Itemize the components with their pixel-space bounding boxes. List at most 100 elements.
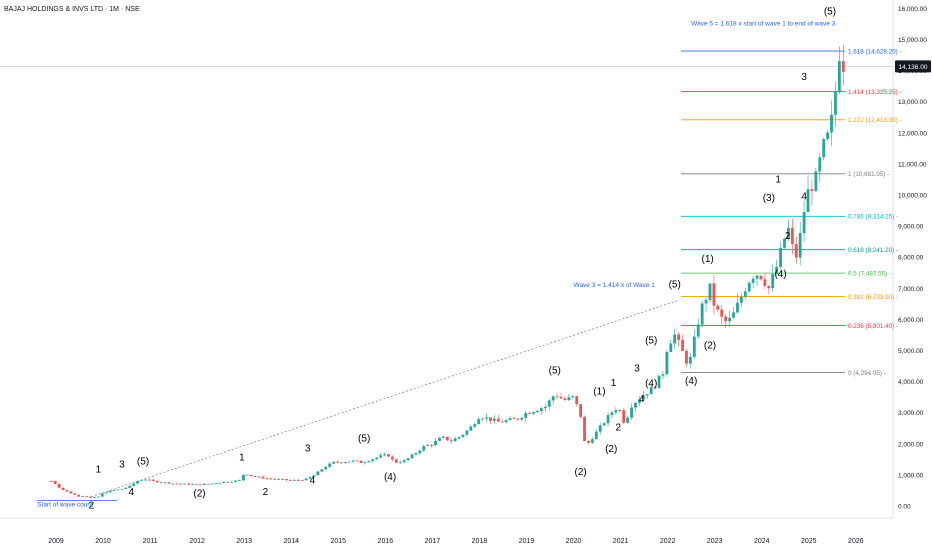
candle-body xyxy=(783,238,786,248)
candle-body xyxy=(759,275,763,280)
candle-body xyxy=(587,441,590,443)
candle-body xyxy=(136,481,139,484)
candle-body xyxy=(414,453,418,455)
y-tick-label: 4,000.00 xyxy=(898,379,924,386)
candle-body xyxy=(328,463,332,467)
candle-body xyxy=(81,496,85,498)
y-tick-label: 7,000.00 xyxy=(898,286,924,293)
candle-body xyxy=(394,459,398,463)
candle-body xyxy=(304,478,308,481)
candle-body xyxy=(89,496,92,498)
y-tick-label: 3,000.00 xyxy=(898,410,924,417)
candle-body xyxy=(202,483,206,486)
x-axis: 2009 2010 2011 2012 2013 2014 2015 2016 2017 2018… xyxy=(48,538,864,545)
candle-body xyxy=(594,431,598,440)
wave-label: 3 xyxy=(305,443,311,454)
last-price-badge xyxy=(895,60,931,73)
candle-body xyxy=(234,480,237,482)
candle-body xyxy=(489,417,492,421)
candle-body xyxy=(261,476,265,479)
x-tick-label: 2011 xyxy=(143,538,158,545)
candle-body xyxy=(790,227,794,245)
candle-body xyxy=(151,479,155,481)
candle-body xyxy=(320,469,324,472)
candle-body xyxy=(226,481,230,483)
candle-body xyxy=(571,396,575,398)
candle-body xyxy=(755,275,759,279)
wave-label: 1 xyxy=(96,464,102,475)
candle-body xyxy=(814,171,818,192)
candle-body xyxy=(340,462,343,464)
candle-body xyxy=(367,461,371,463)
candle-body xyxy=(124,487,128,489)
candle-body xyxy=(751,278,755,283)
candle-body xyxy=(265,478,269,480)
candle-body xyxy=(696,324,700,337)
candle-body xyxy=(457,436,461,439)
candle-body xyxy=(69,491,73,494)
wave-label: (5) xyxy=(549,366,561,377)
candle-body xyxy=(504,420,508,423)
wave-label: (2) xyxy=(193,489,205,500)
candle-body xyxy=(438,437,441,441)
candle-body xyxy=(516,418,520,420)
candle-body xyxy=(461,434,465,437)
candle-body xyxy=(351,460,355,462)
fib-label: 1.414 (13,325.25) - xyxy=(848,89,902,96)
candle-body xyxy=(402,460,406,463)
wave-label: (4) xyxy=(685,376,697,387)
candle-body xyxy=(822,139,826,158)
x-tick-label: 2020 xyxy=(566,538,582,545)
candle-body xyxy=(230,481,234,483)
candle-body xyxy=(116,489,120,491)
candle-body xyxy=(720,309,724,317)
y-tick-label: 8,000.00 xyxy=(898,255,924,262)
candle-body xyxy=(661,374,665,376)
fib-label: 0 (4,294.05) - xyxy=(848,370,886,377)
candle-body xyxy=(167,482,171,484)
candle-body xyxy=(383,454,386,456)
wave-label: (2) xyxy=(605,444,617,455)
candle-body xyxy=(736,302,739,313)
candle-body xyxy=(183,483,187,485)
x-tick-label: 2016 xyxy=(378,538,394,545)
candle-body xyxy=(775,266,779,275)
candle-body xyxy=(269,478,273,480)
candle-body xyxy=(739,296,743,303)
candle-body xyxy=(387,454,390,457)
candle-body xyxy=(343,462,347,463)
candle-body xyxy=(375,457,379,460)
candle-body xyxy=(100,493,104,497)
candle-body xyxy=(194,484,198,486)
candle-body xyxy=(477,419,481,425)
candle-body xyxy=(524,413,528,418)
candle-body xyxy=(296,479,300,481)
trend-lines xyxy=(0,66,893,501)
candle-body xyxy=(688,356,692,364)
wave-label: (2) xyxy=(704,341,716,352)
candle-body xyxy=(112,490,116,491)
candle-body xyxy=(492,418,496,421)
candle-body xyxy=(355,460,359,462)
candle-body xyxy=(465,430,469,435)
wave-label: (5) xyxy=(669,279,681,290)
x-tick-label: 2009 xyxy=(48,538,64,545)
candle-body xyxy=(575,396,579,405)
candle-body xyxy=(532,412,535,414)
wave-label: 3 xyxy=(119,460,125,471)
candle-body xyxy=(398,462,402,464)
candle-body xyxy=(806,189,810,213)
candle-body xyxy=(120,488,124,490)
wave-label: (1) xyxy=(593,387,605,398)
candle-body xyxy=(363,462,367,464)
candle-body xyxy=(434,440,437,446)
candle-body xyxy=(598,425,602,432)
x-tick-label: 2025 xyxy=(801,538,817,545)
fib-label: 1.618 (14,628.20) - xyxy=(848,48,902,55)
candle-body xyxy=(469,426,473,431)
y-tick-label: 15,000.00 xyxy=(898,37,927,44)
candle-body xyxy=(61,487,65,490)
candle-body xyxy=(214,483,218,485)
candle-body xyxy=(312,475,316,477)
